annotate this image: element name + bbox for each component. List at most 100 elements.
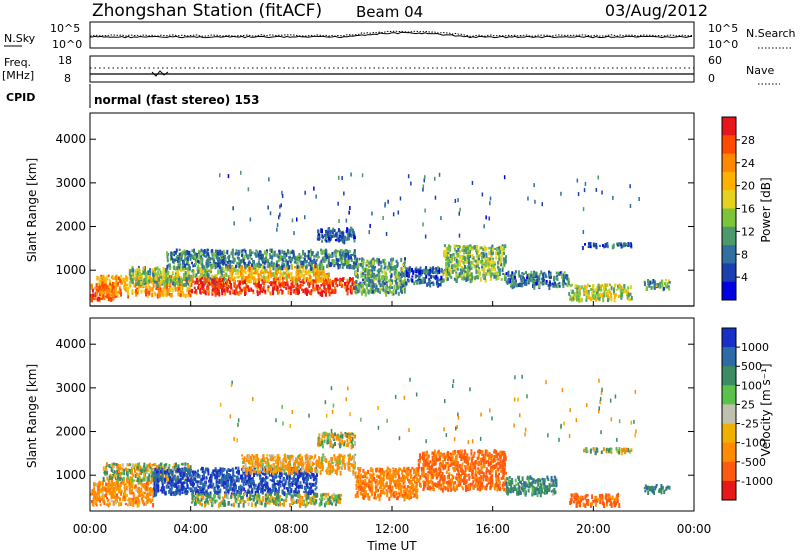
- range-gate-cell: [364, 273, 367, 279]
- range-gate-cell: [476, 244, 479, 249]
- range-gate-cell: [534, 199, 536, 204]
- range-gate-cell: [297, 284, 300, 290]
- range-gate-cell: [304, 190, 306, 195]
- range-gate-cell: [386, 265, 389, 271]
- range-gate-cell: [263, 281, 266, 286]
- range-gate-cell: [294, 489, 297, 494]
- range-gate-cell: [186, 268, 189, 272]
- range-gate-cell: [616, 288, 619, 291]
- range-gate-cell: [574, 284, 577, 288]
- range-gate-cell: [369, 287, 372, 291]
- range-gate-cell: [131, 288, 134, 294]
- range-gate-cell: [183, 260, 186, 265]
- range-gate-cell: [183, 479, 186, 484]
- range-gate-cell: [239, 289, 242, 294]
- range-gate-cell: [393, 284, 396, 290]
- range-gate-cell: [216, 278, 219, 282]
- range-gate-cell: [343, 252, 345, 257]
- range-gate-cell: [296, 265, 299, 269]
- range-gate-cell: [231, 268, 234, 273]
- range-gate-cell: [137, 494, 140, 497]
- range-gate-cell: [275, 262, 278, 268]
- range-gate-cell: [130, 275, 132, 278]
- range-gate-cell: [256, 262, 259, 268]
- range-gate-cell: [232, 248, 234, 254]
- range-gate-cell: [207, 264, 210, 268]
- range-gate-cell: [447, 259, 450, 262]
- range-gate-cell: [187, 264, 190, 270]
- noise-tick-high-right: 10^5: [708, 22, 738, 35]
- range-gate-cell: [150, 468, 153, 472]
- range-gate-cell: [386, 284, 388, 288]
- range-gate-cell: [302, 260, 305, 263]
- range-gate-cell: [477, 274, 480, 278]
- range-gate-cell: [173, 265, 176, 270]
- range-gate-cell: [300, 273, 303, 277]
- range-gate-cell: [360, 291, 363, 295]
- range-gate-cell: [186, 479, 188, 485]
- range-gate-cell: [209, 473, 212, 479]
- range-gate-cell: [169, 281, 172, 286]
- range-gate-cell: [202, 283, 205, 287]
- range-gate-cell: [403, 290, 406, 294]
- range-gate-cell: [175, 462, 177, 467]
- range-gate-cell: [189, 465, 192, 471]
- range-gate-cell: [121, 467, 124, 471]
- range-gate-cell: [257, 282, 260, 286]
- range-gate-cell: [90, 492, 93, 496]
- range-gate-cell: [405, 269, 408, 273]
- range-gate-cell: [215, 250, 218, 253]
- range-gate-cell: [329, 280, 332, 285]
- range-gate-cell: [158, 268, 161, 271]
- range-gate-cell: [121, 463, 124, 468]
- range-gate-cell: [109, 491, 112, 496]
- range-gate-cell: [499, 249, 502, 254]
- range-gate-cell: [419, 280, 422, 285]
- range-gate-cell: [145, 501, 148, 506]
- range-gate-cell: [233, 277, 236, 283]
- range-gate-cell: [185, 256, 188, 261]
- range-gate-cell: [432, 266, 435, 271]
- range-gate-cell: [501, 248, 504, 252]
- range-gate-cell: [187, 255, 189, 260]
- range-gate-cell: [449, 254, 452, 258]
- range-gate-cell: [174, 469, 177, 473]
- range-gate-cell: [643, 280, 646, 283]
- range-gate-cell: [470, 260, 473, 265]
- range-gate-cell: [113, 287, 116, 291]
- range-gate-cell: [353, 237, 356, 240]
- range-gate-cell: [497, 252, 500, 255]
- range-gate-cell: [498, 268, 501, 272]
- range-gate-cell: [218, 475, 221, 478]
- range-gate-cell: [366, 287, 368, 290]
- range-gate-cell: [326, 231, 329, 236]
- range-gate-cell: [224, 257, 227, 262]
- range-gate-cell: [307, 473, 310, 478]
- range-gate-cell: [320, 271, 323, 276]
- range-gate-cell: [455, 250, 458, 255]
- range-gate-cell: [523, 279, 526, 284]
- range-gate-cell: [279, 272, 282, 275]
- range-gate-cell: [240, 274, 243, 278]
- range-gate-cell: [337, 201, 339, 206]
- range-gate-cell: [205, 467, 207, 472]
- range-gate-cell: [256, 269, 259, 275]
- range-gate-cell: [665, 279, 667, 282]
- range-gate-cell: [144, 270, 147, 276]
- range-gate-cell: [148, 498, 151, 502]
- range-gate-cell: [201, 284, 204, 288]
- range-gate-cell: [113, 482, 116, 486]
- range-gate-cell: [294, 282, 297, 285]
- range-gate-cell: [599, 292, 602, 298]
- range-gate-cell: [392, 289, 395, 294]
- range-gate-cell: [115, 486, 118, 492]
- range-gate-cell: [629, 184, 631, 189]
- range-gate-cell: [152, 283, 155, 288]
- range-gate-cell: [195, 258, 198, 262]
- range-gate-cell: [501, 266, 504, 270]
- range-gate-cell: [623, 242, 626, 247]
- range-gate-cell: [99, 503, 102, 507]
- range-gate-cell: [327, 254, 330, 259]
- range-gate-cell: [400, 257, 403, 263]
- range-gate-cell: [236, 256, 239, 259]
